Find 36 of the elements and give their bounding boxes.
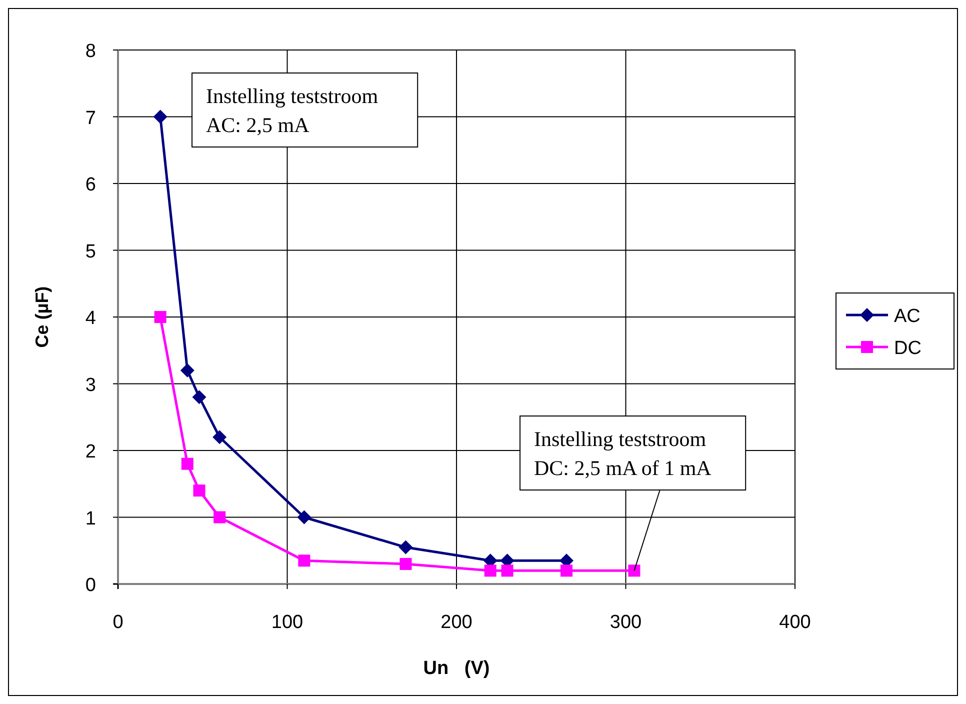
y-tick-label: 1 [85, 508, 96, 530]
point [181, 458, 194, 470]
point [154, 311, 166, 323]
annotation: Instelling teststroom DC: 2,5 mA of 1 mA [534, 427, 712, 480]
x-axis-title: Un (V) [423, 658, 490, 679]
point [214, 511, 226, 524]
y-tick-label: 2 [85, 442, 96, 462]
point [297, 510, 312, 524]
y-tick-label: 3 [85, 374, 96, 396]
y-tick-label: 7 [85, 108, 96, 129]
point [192, 390, 206, 404]
annotation: Instelling teststroom AC: 2,5 mA [206, 84, 378, 137]
y-tick-label: 5 [85, 241, 96, 262]
point [501, 564, 514, 577]
x-tick-label: 100 [271, 612, 304, 633]
x-tick-label: 400 [779, 612, 811, 633]
y-axis-title: Ce (µF) [32, 286, 52, 348]
y-tick-label: 6 [85, 174, 96, 196]
x-tick-label: 300 [610, 612, 642, 633]
point [193, 484, 206, 497]
point [298, 554, 310, 567]
y-tick-label: 8 [85, 41, 96, 62]
x-tick-label: 0 [112, 612, 124, 633]
y-tick-label: 4 [85, 308, 96, 329]
point [400, 558, 412, 570]
legend-label: AC [894, 306, 920, 327]
y-tick-label: 0 [85, 575, 96, 596]
x-tick-label: 200 [440, 612, 472, 633]
point [560, 564, 573, 577]
point [180, 363, 194, 378]
point [628, 564, 640, 577]
point [484, 564, 496, 577]
legend-label: DC [894, 338, 922, 359]
point [398, 540, 413, 554]
point [153, 110, 168, 124]
point [212, 430, 227, 444]
